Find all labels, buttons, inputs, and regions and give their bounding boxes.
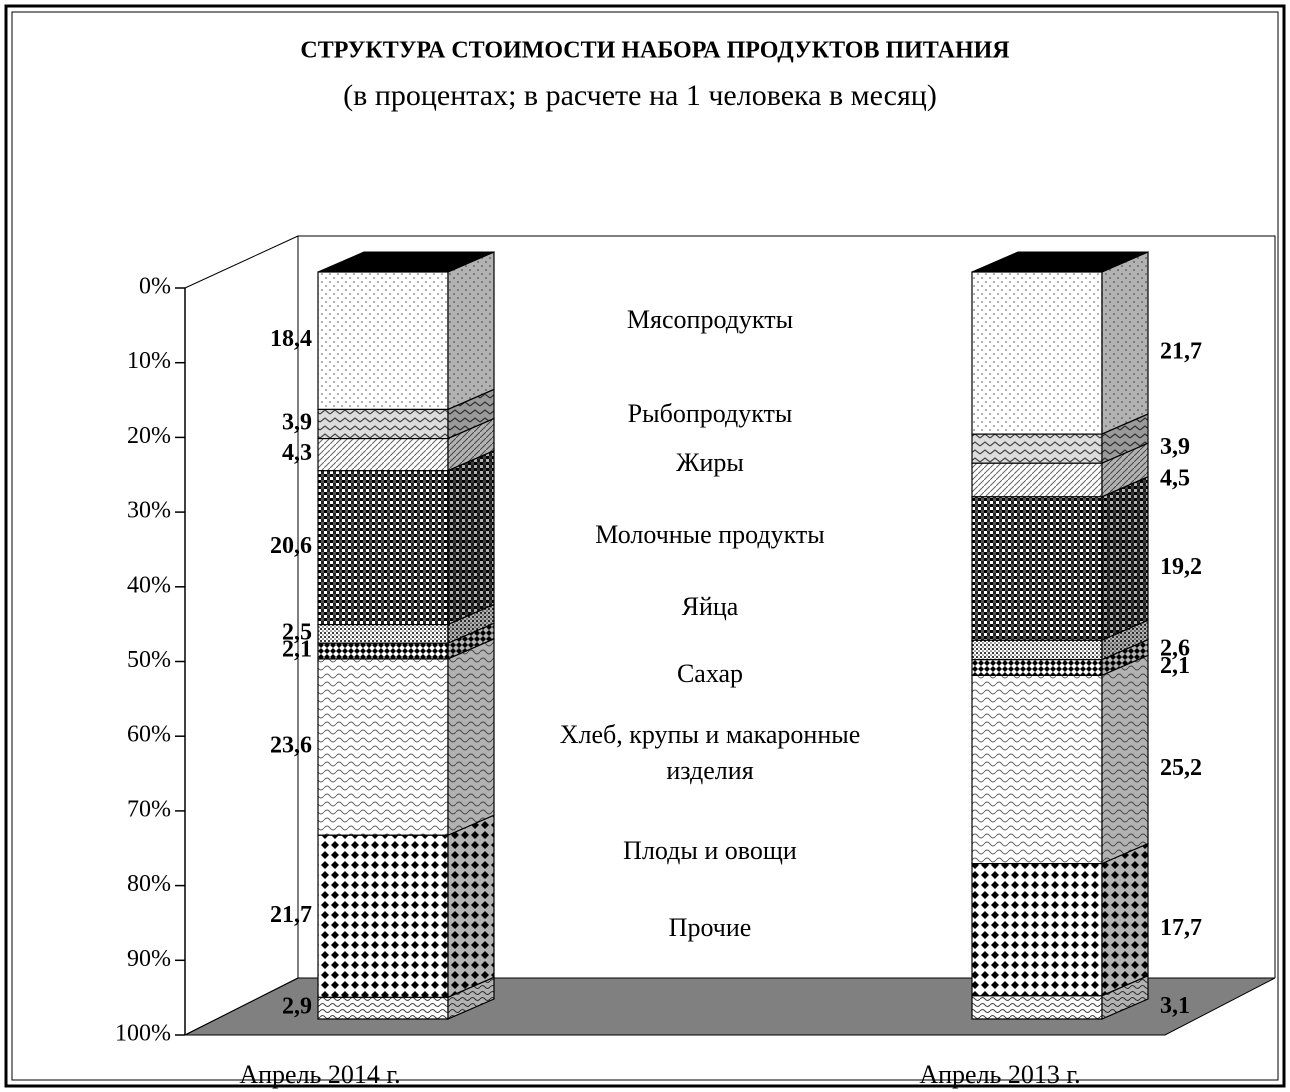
value-label: 2,5 bbox=[282, 619, 312, 645]
bar-pattern bbox=[971, 496, 1103, 641]
x-tick-label: Апрель 2014 г. bbox=[239, 1060, 400, 1089]
value-label: 2,6 bbox=[1160, 635, 1190, 661]
bar-pattern bbox=[317, 834, 449, 998]
bar-pattern bbox=[317, 470, 449, 626]
value-label: 4,3 bbox=[282, 440, 312, 466]
series-label: Хлеб, крупы и макаронные изделия bbox=[560, 720, 861, 785]
bar-side-shade bbox=[1102, 443, 1148, 497]
value-label: 3,1 bbox=[1160, 993, 1190, 1019]
bar-side-shade bbox=[448, 977, 494, 1019]
series-label: Рыбопродукты bbox=[628, 399, 793, 428]
bar-side-shade bbox=[448, 638, 494, 836]
bar-side-shade bbox=[448, 418, 494, 471]
value-label: 25,2 bbox=[1160, 755, 1202, 781]
series-label: Молочные продукты bbox=[595, 520, 824, 549]
series-label: Прочие bbox=[669, 913, 752, 942]
plot: 0% 10% 20% 30% 40% 50% 60% 70% 80% 90% 100% 18,4 3,9… bbox=[115, 251, 1202, 1089]
bar-side-shade bbox=[1102, 476, 1148, 641]
value-label: 4,5 bbox=[1160, 466, 1190, 492]
series-label: Плоды и овощи bbox=[623, 836, 797, 865]
bar-pattern bbox=[971, 995, 1103, 1020]
bar-side-shade bbox=[1102, 639, 1148, 676]
bar-side-shade bbox=[1102, 655, 1148, 864]
frame bbox=[4, 4, 1286, 1088]
value-label: 17,7 bbox=[1160, 915, 1202, 941]
bar-side-shade bbox=[448, 623, 494, 659]
value-label: 19,2 bbox=[1160, 554, 1202, 580]
bar-pattern bbox=[971, 433, 1103, 464]
bar-pattern bbox=[317, 996, 449, 1020]
y-tick-label: 20% bbox=[127, 423, 171, 449]
chart-subtitle: (в процентах; в расчете на 1 человека в … bbox=[343, 79, 937, 112]
y-tick-label: 10% bbox=[127, 348, 171, 374]
value-label: 21,7 bbox=[1160, 339, 1202, 365]
series-label: Сахар bbox=[677, 659, 743, 688]
bar-pattern bbox=[971, 462, 1103, 498]
value-label: 21,7 bbox=[270, 902, 312, 928]
bar-top bbox=[317, 251, 495, 273]
bar-side-shade bbox=[448, 252, 494, 410]
chart-title: СТРУКТУРА СТОИМОСТИ НАБОРА ПРОДУКТОВ ПИТ… bbox=[300, 38, 1009, 64]
x-tick-label: Апрель 2013 г. bbox=[919, 1060, 1080, 1089]
bar-pattern bbox=[971, 674, 1103, 865]
bar-pattern bbox=[971, 639, 1103, 661]
series-label: Жиры bbox=[676, 448, 744, 477]
y-tick-label: 100% bbox=[115, 1021, 171, 1047]
y-tick-label: 90% bbox=[127, 946, 171, 972]
side-wall bbox=[184, 235, 299, 289]
y-tick-label: 70% bbox=[127, 796, 171, 822]
bar-pattern bbox=[971, 863, 1103, 997]
bar-side bbox=[1101, 974, 1149, 1020]
bar-side-shade bbox=[448, 450, 494, 625]
value-label: 23,6 bbox=[270, 733, 312, 759]
value-label: 2,1 bbox=[282, 637, 312, 663]
series-label: Мясопродукты bbox=[627, 305, 793, 334]
back-wall bbox=[297, 235, 1276, 978]
y-tick-label: 50% bbox=[127, 647, 171, 673]
y-tick-label: 40% bbox=[127, 572, 171, 598]
side-wall bbox=[184, 977, 299, 1036]
y-tick-label: 30% bbox=[127, 498, 171, 524]
bar-side-shade bbox=[1102, 414, 1148, 464]
bar-pattern bbox=[971, 271, 1103, 435]
bar-pattern bbox=[317, 271, 449, 411]
value-label: 20,6 bbox=[270, 533, 312, 559]
bar-pattern bbox=[317, 623, 449, 644]
series-label: Яйца bbox=[682, 592, 739, 621]
bar-top bbox=[971, 251, 1149, 273]
bar-pattern bbox=[317, 437, 449, 472]
bar-pattern bbox=[971, 659, 1103, 676]
bar-side-shade bbox=[1102, 975, 1148, 1019]
bar-side-shade bbox=[448, 815, 494, 998]
bar-side-shade bbox=[448, 389, 494, 439]
y-tick-label: 60% bbox=[127, 722, 171, 748]
bar-side-shade bbox=[1102, 843, 1148, 996]
bar-side-shade bbox=[1102, 620, 1148, 660]
bar-pattern bbox=[317, 658, 449, 836]
bar-side-shade bbox=[1102, 252, 1148, 435]
value-label: 18,4 bbox=[270, 326, 312, 352]
y-tick-label: 0% bbox=[139, 274, 171, 300]
y-tick-label: 80% bbox=[127, 871, 171, 897]
bar-pattern bbox=[317, 642, 449, 660]
value-label: 2,9 bbox=[282, 994, 312, 1020]
frame-inner bbox=[11, 11, 1279, 1081]
bar-pattern bbox=[317, 408, 449, 440]
value-label: 3,9 bbox=[1160, 434, 1190, 460]
bar-side-shade bbox=[448, 604, 494, 644]
bar-side bbox=[447, 976, 495, 1020]
value-label: 2,1 bbox=[1160, 653, 1190, 679]
value-label: 3,9 bbox=[282, 410, 312, 436]
